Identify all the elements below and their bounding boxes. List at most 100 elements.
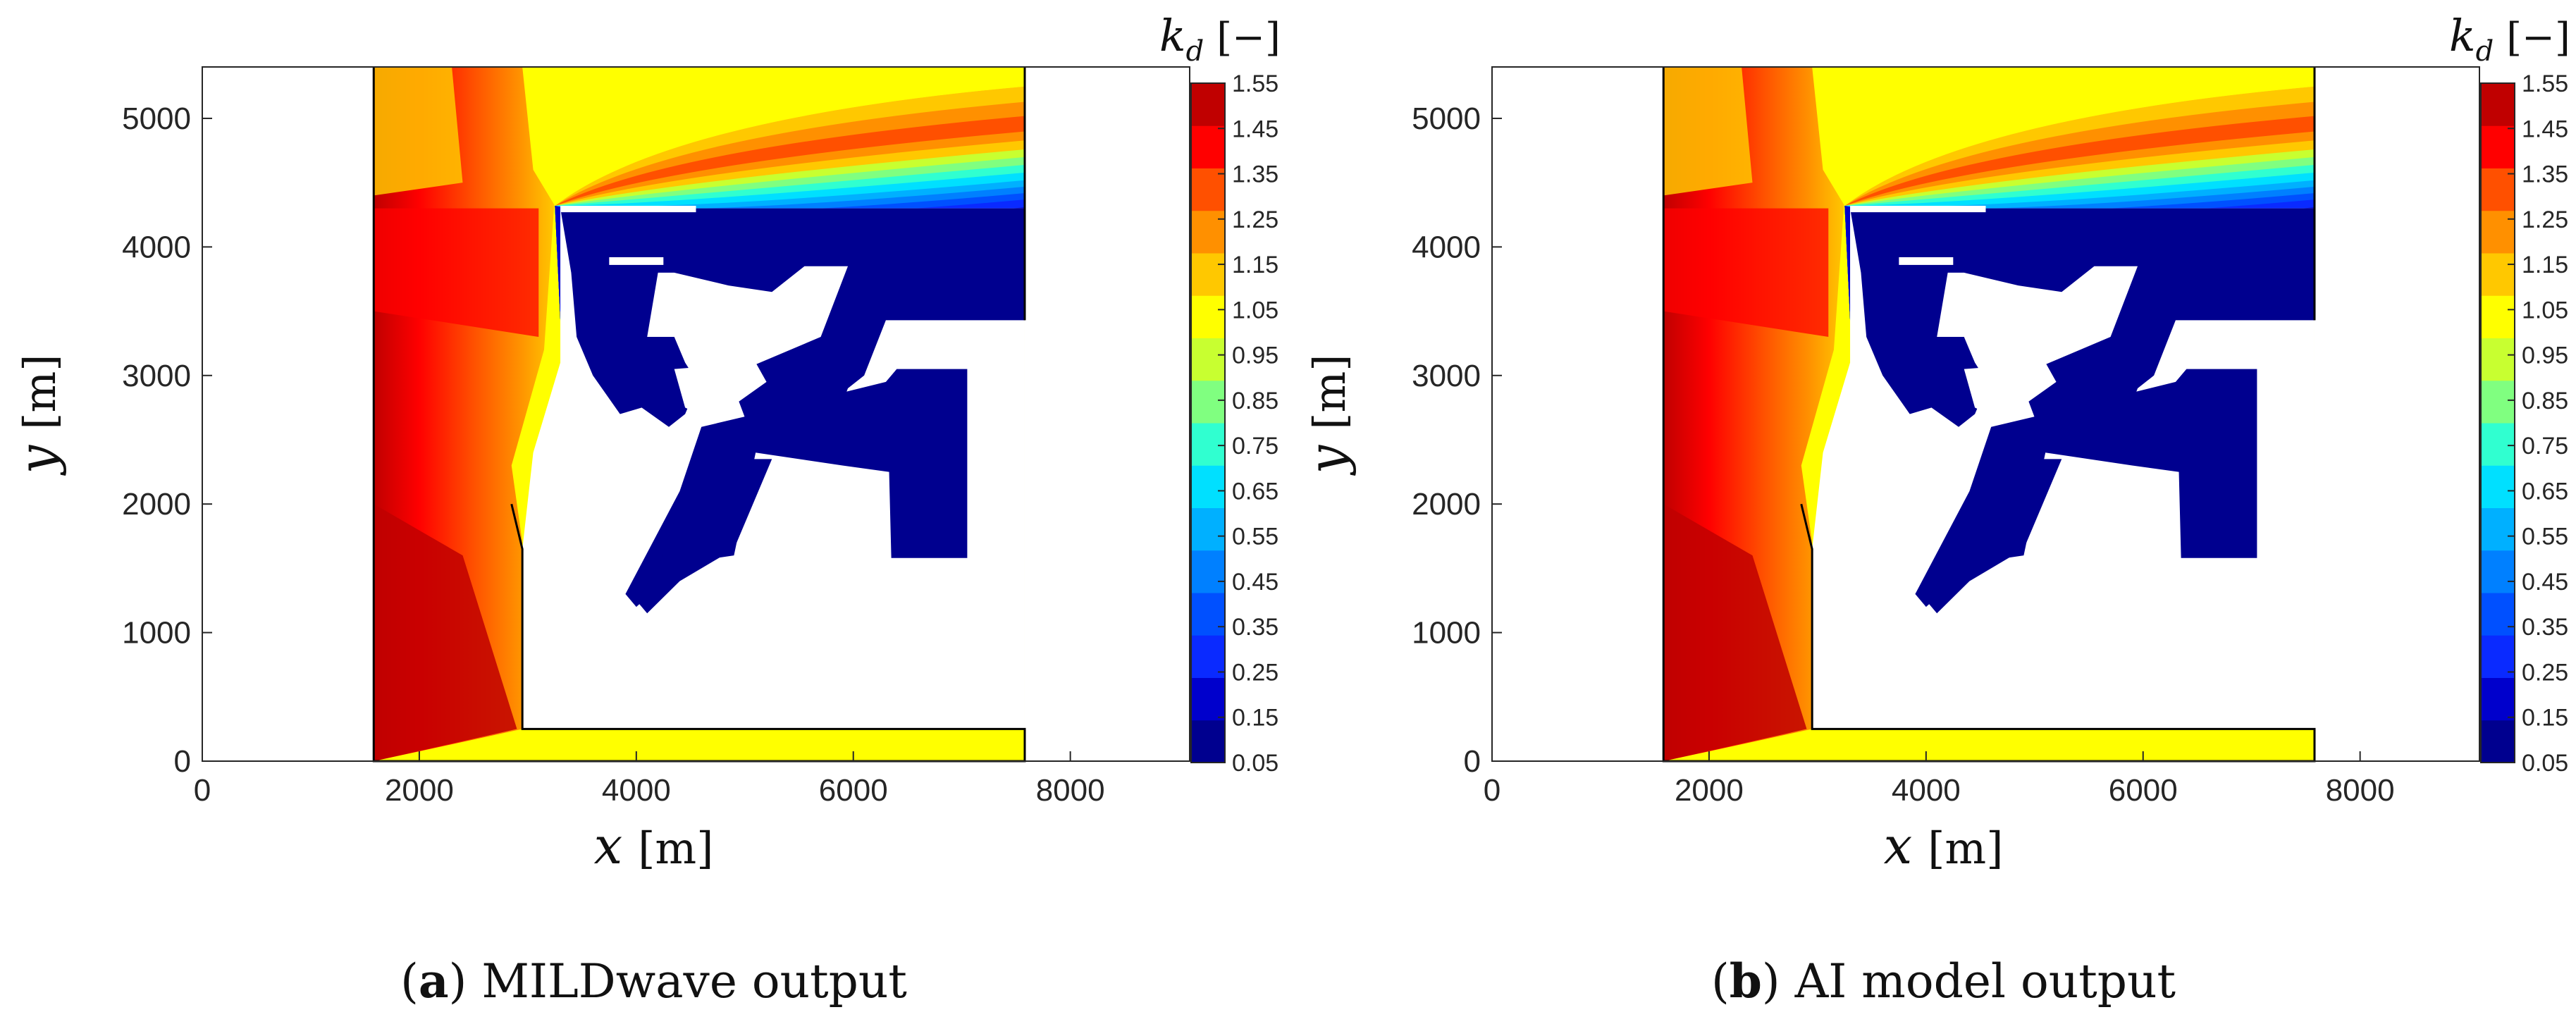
- colorbar-tick-label: 0.25: [2522, 659, 2568, 686]
- colorbar-segment: [1191, 210, 1225, 254]
- caption-letter: b: [1730, 954, 1762, 1009]
- colorbar-tick-label: 0.05: [2522, 750, 2568, 777]
- west-band-zone: [374, 208, 539, 338]
- colorbar-segment: [1191, 635, 1225, 678]
- y-tick-label: 5000: [122, 101, 191, 136]
- colorbar-tick-label: 0.15: [2522, 705, 2568, 732]
- colorbar-segment: [2481, 253, 2515, 296]
- colorbar-frame: [2480, 82, 2515, 763]
- pier-inner: [674, 362, 767, 421]
- colorbar-segment: [2481, 380, 2515, 424]
- y-tick-label: 4000: [1412, 230, 1481, 264]
- x-tick-label: 8000: [1036, 773, 1105, 808]
- colorbar-segment: [2481, 593, 2515, 636]
- colorbar-segment: [2481, 550, 2515, 593]
- pier-north-slip: [1899, 257, 1954, 265]
- colorbar-tick-label: 0.85: [1232, 388, 1278, 414]
- colorbar-segment: [2481, 338, 2515, 381]
- colorbar-tick-label: 0.65: [1232, 478, 1278, 505]
- x-axis-variable: x: [594, 816, 623, 875]
- colorbar-segment: [1191, 677, 1225, 721]
- colorbar-tick-label: 1.55: [1232, 70, 1278, 97]
- y-tick-label: 3000: [1412, 359, 1481, 393]
- northwest-zone: [374, 67, 463, 196]
- pier-central: [1937, 266, 2138, 389]
- southwest-high-zone: [374, 504, 517, 761]
- basin-southwest-arm: [636, 459, 772, 614]
- x-tick-label: 4000: [1892, 773, 1961, 808]
- colorbar-tick-label: 0.95: [2522, 343, 2568, 369]
- colorbar-segment: [2481, 720, 2515, 763]
- colorbar-segment: [2481, 677, 2515, 721]
- colorbar-title-k: k: [1159, 10, 1186, 61]
- colorbar-tick-label: 0.55: [1232, 524, 1278, 550]
- colorbar-tick-label: 0.35: [1232, 614, 1278, 641]
- plot-frame: [202, 66, 1190, 762]
- y-tick-label: 3000: [122, 359, 191, 393]
- basin-southwest-arm: [1925, 459, 2062, 614]
- caption-open: (: [400, 954, 419, 1009]
- plot-frame: [1491, 66, 2480, 762]
- colorbar-title-sub: d: [2476, 35, 2494, 68]
- colorbar-tick-label: 0.75: [1232, 433, 1278, 460]
- y-axis-unit: [m]: [14, 354, 66, 430]
- colorbar-title-unit: [−]: [2506, 15, 2570, 61]
- colorbar-tick-label: 0.75: [2522, 433, 2568, 460]
- colorbar-segment: [2481, 125, 2515, 168]
- colorbar-tick-label: 0.45: [1232, 569, 1278, 596]
- y-tick-label: 5000: [1412, 101, 1481, 136]
- x-tick-label: 8000: [2326, 773, 2395, 808]
- colorbar-segment: [2481, 168, 2515, 211]
- y-tick-label: 1000: [1412, 616, 1481, 650]
- caption-close: ): [1762, 954, 1795, 1009]
- colorbar-tick-label: 0.15: [1232, 705, 1278, 732]
- colorbar-tick-label: 0.95: [1232, 343, 1278, 369]
- x-axis-unit: [m]: [638, 822, 713, 874]
- colorbar-segment: [2481, 423, 2515, 466]
- colorbar-tick-label: 0.85: [2522, 388, 2568, 414]
- colorbar-segment: [1191, 720, 1225, 763]
- x-tick-label: 2000: [385, 773, 454, 808]
- x-tick-label: 4000: [602, 773, 671, 808]
- x-axis-label: x [m]: [594, 816, 714, 875]
- pier-north-slip: [609, 257, 664, 265]
- colorbar-tick-label: 1.25: [2522, 206, 2568, 233]
- colorbar-segment: [1191, 507, 1225, 551]
- colorbar-segment: [1191, 168, 1225, 211]
- colorbar-tick-label: 0.55: [2522, 524, 2568, 550]
- colorbar-segment: [2481, 210, 2515, 254]
- breakwater-north: [1850, 206, 1986, 213]
- south-channel: [1812, 729, 2315, 761]
- colorbar-tick-label: 0.35: [2522, 614, 2568, 641]
- y-axis-variable: y: [1298, 444, 1357, 476]
- land-east: [2314, 67, 2479, 761]
- colorbar-title-k: k: [2449, 10, 2476, 61]
- caption-text: AI model output: [1794, 954, 2176, 1009]
- heatmap-field: [1663, 67, 2479, 761]
- colorbar-tick-label: 1.05: [1232, 297, 1278, 323]
- x-tick-label: 2000: [1675, 773, 1744, 808]
- x-tick-label: 0: [194, 773, 211, 808]
- y-axis-variable: y: [8, 444, 67, 476]
- panel-caption: (b) AI model output: [1711, 954, 2176, 1009]
- caption-letter: a: [419, 954, 449, 1009]
- colorbar-tick-label: 1.35: [2522, 161, 2568, 188]
- x-axis-unit: [m]: [1928, 822, 2003, 874]
- x-tick-label: 6000: [819, 773, 888, 808]
- colorbar-segment: [1191, 465, 1225, 508]
- colorbar-title-unit: [−]: [1216, 15, 1281, 61]
- colorbar-segment: [1191, 550, 1225, 593]
- colorbar-tick-label: 1.05: [2522, 297, 2568, 323]
- y-tick-label: 0: [174, 744, 191, 779]
- caption-close: ): [449, 954, 482, 1009]
- y-tick-label: 0: [1464, 744, 1481, 779]
- northwest-zone: [1663, 67, 1753, 196]
- colorbar-segment: [2481, 83, 2515, 126]
- colorbar-tick-label: 1.15: [2522, 252, 2568, 278]
- land-east: [1024, 67, 1190, 761]
- heatmap-field: [374, 67, 1190, 761]
- pier-inner: [1964, 362, 2057, 421]
- colorbar-segment: [1191, 380, 1225, 424]
- breakwater-north: [560, 206, 696, 213]
